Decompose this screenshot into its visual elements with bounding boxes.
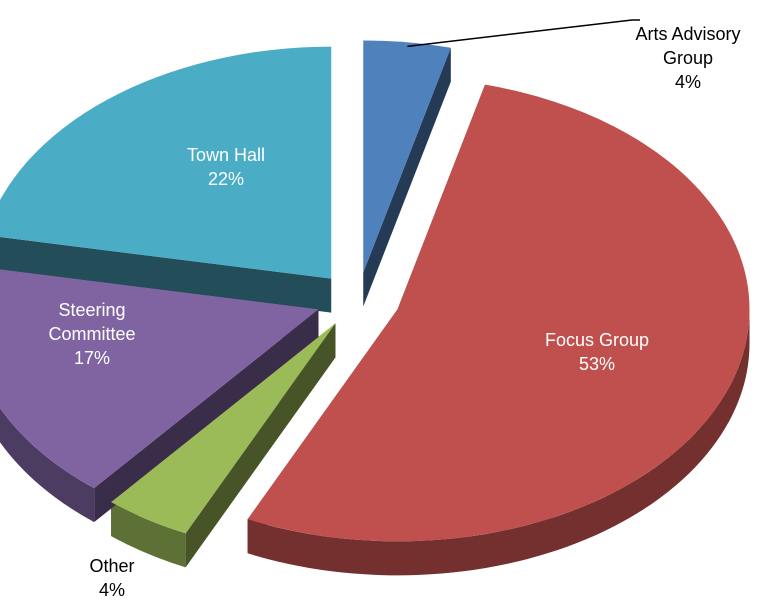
slice-depth (363, 47, 451, 307)
slice-name: Focus Group (544, 330, 650, 350)
slice-depth (247, 309, 750, 576)
leader-line (407, 19, 640, 48)
slice-tops (0, 40, 750, 542)
slice (111, 323, 336, 534)
slice-percent: 53% (578, 354, 616, 374)
slice-label: Steering Committee 17% (37, 298, 147, 370)
slice-label: Other 4% (72, 554, 152, 602)
slice-depth (0, 236, 332, 313)
slice-name: Arts Advisory Group (635, 24, 741, 68)
slice (0, 269, 319, 489)
slice (247, 84, 750, 542)
slice-label: Arts Advisory Group 4% (623, 22, 753, 94)
slice-depth (111, 502, 186, 568)
slice-label: Town Hall 22% (166, 143, 286, 191)
slice (0, 46, 332, 279)
slice-depth (94, 309, 319, 523)
slice-percent: 17% (73, 348, 111, 368)
slice-name: Town Hall (186, 145, 266, 165)
slice-name: Steering Committee (48, 300, 136, 344)
slice-name: Other (89, 556, 135, 576)
slice-percent: 4% (674, 72, 701, 92)
slice-percent: 22% (207, 169, 245, 189)
slice-depth (0, 408, 95, 523)
slice-percent: 4% (98, 580, 125, 600)
slice-label: Focus Group 53% (517, 328, 677, 376)
slice (363, 40, 451, 273)
